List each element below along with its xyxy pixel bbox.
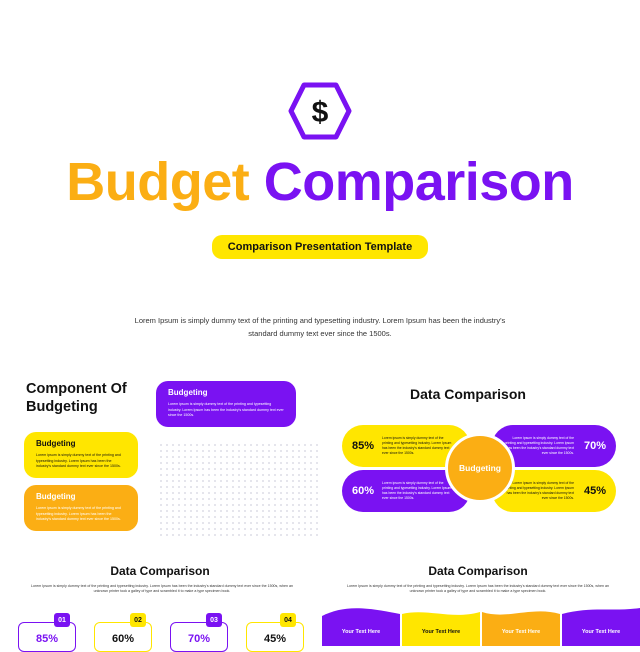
item-text: Lorem ipsum is simply dummy text of the … bbox=[504, 436, 574, 455]
card-body: Lorem ipsum is simply dummy text of the … bbox=[36, 506, 121, 522]
wave-label-3: Your Text Here bbox=[501, 629, 541, 635]
component-title-line-1: Component Of bbox=[26, 381, 127, 397]
percent-value: 70% bbox=[583, 440, 606, 452]
budget-card-yellow: Budgeting Lorem ipsum is simply dummy te… bbox=[24, 432, 138, 478]
wave-column-2 bbox=[402, 612, 480, 646]
step-number-1: 01 bbox=[54, 613, 70, 627]
step-number-4: 04 bbox=[280, 613, 296, 627]
steps-slide-title: Data Comparison bbox=[110, 564, 210, 578]
wave-column-3 bbox=[482, 611, 560, 646]
wave-column-1 bbox=[322, 608, 400, 646]
percent-value: 85% bbox=[352, 440, 375, 452]
dollar-hexagon-icon: $ bbox=[288, 82, 352, 140]
step-number-2: 02 bbox=[130, 613, 146, 627]
dot-grid-decoration bbox=[158, 442, 318, 538]
card-title: Budgeting bbox=[36, 439, 76, 448]
title-word-budget: Budget bbox=[66, 152, 250, 212]
steps-slide-description: Lorem Ipsum is simply dummy text of the … bbox=[31, 584, 293, 594]
intro-text: Lorem Ipsum is simply dummy text of the … bbox=[130, 314, 510, 340]
item-text: Lorem ipsum is simply dummy text of the … bbox=[382, 481, 452, 500]
title-word-comparison: Comparison bbox=[263, 152, 575, 212]
budgeting-center-circle: Budgeting bbox=[445, 433, 515, 503]
card-body: Lorem ipsum is simply dummy text of the … bbox=[36, 453, 121, 469]
waves-slide-description: Lorem Ipsum is simply dummy text of the … bbox=[347, 584, 609, 594]
data-comparison-title: Data Comparison bbox=[410, 386, 526, 402]
percent-value: 60% bbox=[352, 485, 375, 497]
page-title: Budget Comparison bbox=[0, 150, 640, 214]
card-title: Budgeting bbox=[36, 492, 76, 501]
step-percent: 45% bbox=[263, 633, 287, 645]
budget-card-purple: Budgeting Lorem ipsum is simply dummy te… bbox=[156, 381, 296, 427]
step-box-4: 45% bbox=[246, 622, 304, 652]
card-title: Budgeting bbox=[168, 388, 208, 397]
percent-value: 45% bbox=[583, 485, 606, 497]
component-title-line-2: Budgeting bbox=[26, 399, 98, 415]
waves-slide-title: Data Comparison bbox=[428, 564, 528, 578]
intro-line-1: Lorem Ipsum is simply dummy text of the … bbox=[134, 316, 506, 325]
step-percent: 60% bbox=[111, 633, 135, 645]
item-text: Lorem ipsum is simply dummy text of the … bbox=[382, 436, 452, 455]
wave-label-2: Your Text Here bbox=[421, 629, 461, 635]
wave-label-4: Your Text Here bbox=[581, 629, 621, 635]
step-percent: 70% bbox=[187, 633, 211, 645]
subtitle-pill: Comparison Presentation Template bbox=[212, 235, 428, 259]
step-percent: 85% bbox=[35, 633, 59, 645]
intro-line-2: standard dummy text ever since the 1500s… bbox=[248, 329, 392, 338]
budget-card-orange: Budgeting Lorem ipsum is simply dummy te… bbox=[24, 485, 138, 531]
comparison-item-4: Lorem ipsum is simply dummy text of the … bbox=[492, 470, 616, 512]
wave-label-1: Your Text Here bbox=[341, 629, 381, 635]
card-body: Lorem ipsum is simply dummy text of the … bbox=[168, 402, 284, 418]
svg-text:$: $ bbox=[312, 96, 329, 129]
wave-column-4 bbox=[562, 608, 640, 646]
item-text: Lorem ipsum is simply dummy text of the … bbox=[504, 481, 574, 500]
component-slide-title: Component Of Budgeting bbox=[26, 380, 156, 416]
step-number-3: 03 bbox=[206, 613, 222, 627]
